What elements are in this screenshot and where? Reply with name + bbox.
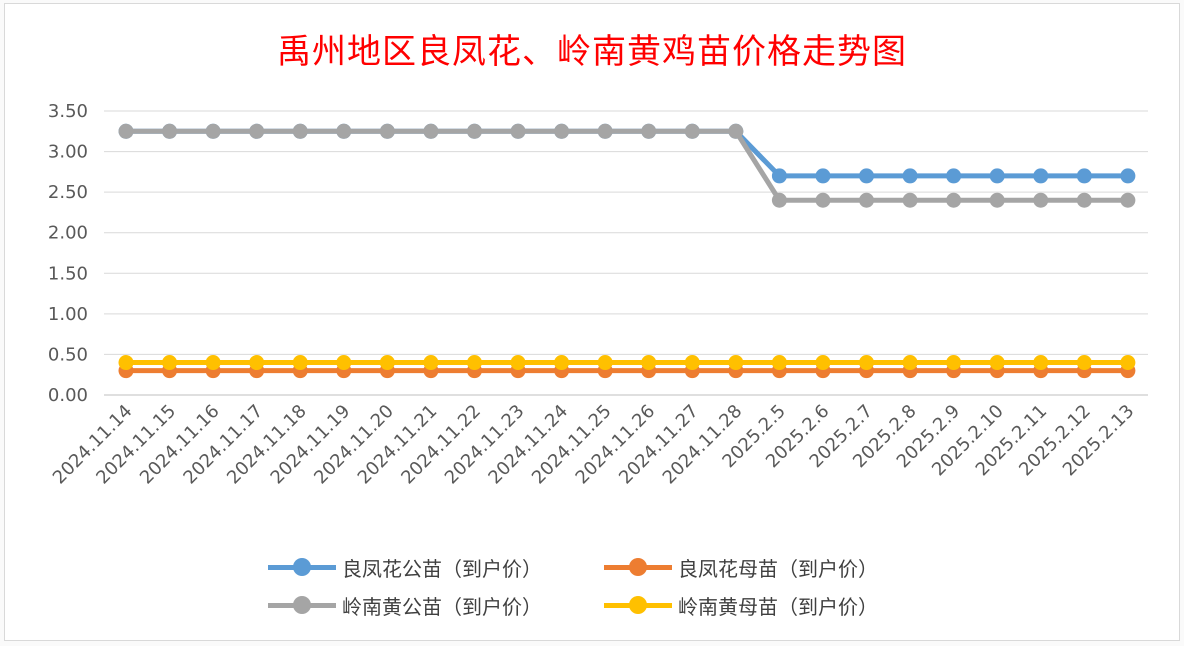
data-point — [1033, 355, 1049, 371]
data-point — [1076, 168, 1092, 184]
legend-label: 良凤花公苗（到户价） — [342, 556, 542, 581]
legend-item-lingnanhuang-male[interactable]: 岭南黄公苗（到户价） — [268, 591, 604, 620]
data-point — [423, 123, 439, 139]
data-point — [728, 123, 744, 139]
data-point — [510, 355, 526, 371]
y-tick-label: 0.50 — [48, 344, 88, 365]
data-point — [118, 355, 134, 371]
data-point — [1120, 355, 1136, 371]
legend-swatch-icon — [604, 595, 672, 615]
data-point — [946, 192, 962, 208]
legend-item-liangfenghua-male[interactable]: 良凤花公苗（到户价） — [268, 553, 604, 582]
series-line-0 — [126, 128, 1128, 179]
data-point — [292, 355, 308, 371]
chart-title: 禹州地区良凤花、岭南黄鸡苗价格走势图 — [277, 32, 907, 72]
data-point — [859, 168, 875, 184]
data-point — [249, 123, 265, 139]
data-point — [1120, 192, 1136, 208]
y-tick-label: 3.00 — [48, 142, 88, 163]
data-point — [379, 355, 395, 371]
chart-area[interactable] — [4, 3, 1180, 641]
data-point — [554, 355, 570, 371]
legend-item-lingnanhuang-female[interactable]: 岭南黄母苗（到户价） — [604, 591, 940, 620]
legend-swatch-icon — [268, 557, 336, 577]
data-point — [466, 123, 482, 139]
y-tick-label: 2.00 — [48, 223, 88, 244]
data-point — [379, 123, 395, 139]
data-point — [597, 123, 613, 139]
data-point — [902, 168, 918, 184]
data-point — [554, 123, 570, 139]
data-point — [902, 192, 918, 208]
legend-swatch-icon — [268, 595, 336, 615]
data-point — [859, 192, 875, 208]
data-point — [1120, 168, 1136, 184]
data-point — [815, 168, 831, 184]
data-point — [1033, 168, 1049, 184]
data-point — [771, 192, 787, 208]
data-point — [946, 355, 962, 371]
data-point — [1076, 355, 1092, 371]
data-point — [1076, 192, 1092, 208]
data-point — [597, 355, 613, 371]
data-point — [989, 192, 1005, 208]
data-point — [728, 355, 744, 371]
legend-label: 岭南黄公苗（到户价） — [342, 594, 542, 619]
data-point — [249, 355, 265, 371]
data-point — [684, 123, 700, 139]
chart-legend: 良凤花公苗（到户价） 良凤花母苗（到户价） 岭南黄公苗（到户价） 岭南黄母苗（到… — [268, 548, 948, 624]
data-point — [815, 192, 831, 208]
y-tick-label: 1.00 — [48, 304, 88, 325]
data-point — [336, 355, 352, 371]
data-point — [466, 355, 482, 371]
data-point — [162, 123, 178, 139]
series-line-2 — [126, 128, 1128, 203]
legend-label: 良凤花母苗（到户价） — [678, 556, 878, 581]
y-tick-label: 0.00 — [48, 385, 88, 406]
data-point — [771, 168, 787, 184]
legend-item-liangfenghua-female[interactable]: 良凤花母苗（到户价） — [604, 553, 940, 582]
legend-label: 岭南黄母苗（到户价） — [678, 594, 878, 619]
data-point — [292, 123, 308, 139]
data-point — [641, 123, 657, 139]
data-point — [859, 355, 875, 371]
data-point — [771, 355, 787, 371]
data-point — [205, 123, 221, 139]
data-point — [1033, 192, 1049, 208]
data-point — [205, 355, 221, 371]
data-point — [336, 123, 352, 139]
data-point — [684, 355, 700, 371]
data-point — [423, 355, 439, 371]
data-point — [118, 123, 134, 139]
data-point — [946, 168, 962, 184]
data-point — [902, 355, 918, 371]
legend-swatch-icon — [604, 557, 672, 577]
y-tick-label: 1.50 — [48, 263, 88, 284]
data-point — [510, 123, 526, 139]
data-point — [989, 355, 1005, 371]
data-point — [815, 355, 831, 371]
y-tick-label: 3.50 — [48, 101, 88, 122]
y-tick-label: 2.50 — [48, 182, 88, 203]
data-point — [641, 355, 657, 371]
data-point — [162, 355, 178, 371]
data-point — [989, 168, 1005, 184]
